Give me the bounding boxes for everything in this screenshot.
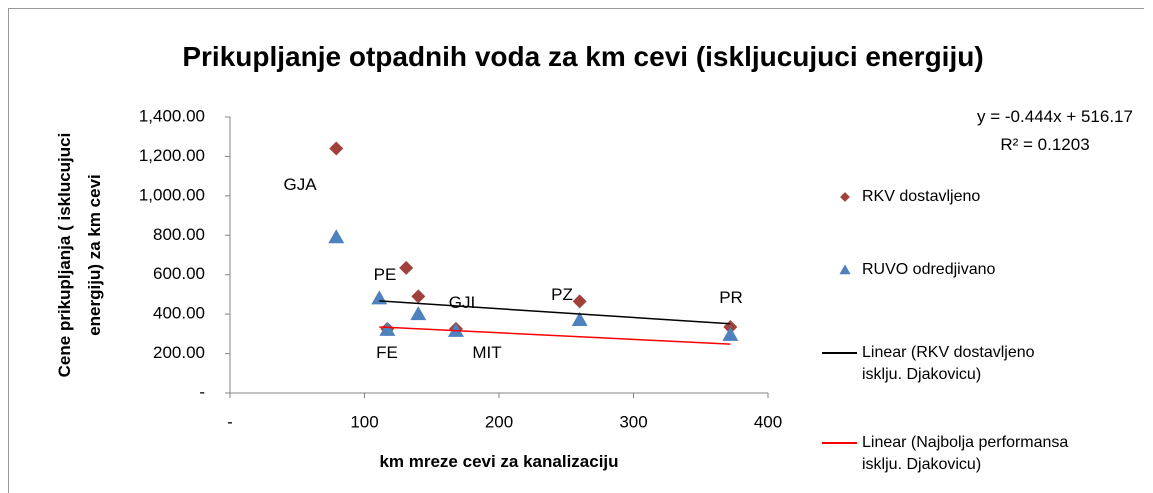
y-tick-label: 600.00	[153, 264, 205, 283]
point-label: FE	[376, 343, 398, 362]
point-label: PZ	[551, 285, 573, 304]
diamond-point	[572, 294, 587, 309]
y-axis-title: Cene prikupljanja ( isklucujuci energiju…	[55, 132, 104, 378]
diamond-point	[399, 260, 414, 275]
triangle-point	[371, 290, 388, 305]
legend-label: RUVO odredjivano	[862, 261, 996, 278]
x-tick-label: 100	[350, 412, 378, 431]
r-squared: R² = 0.1203	[1000, 135, 1090, 154]
y-tick-label: 1,400.00	[139, 106, 205, 125]
triangle-point	[722, 326, 739, 341]
triangle-point	[447, 322, 464, 337]
legend-swatch	[839, 264, 851, 275]
triangle-point	[379, 321, 396, 336]
y-tick-label: 1,200.00	[139, 146, 205, 165]
diamond-point	[329, 141, 344, 156]
point-label: PR	[719, 288, 743, 307]
y-tick-label: 400.00	[153, 304, 205, 323]
legend-label: RKV dostavljeno	[862, 188, 981, 205]
x-tick-label: -	[227, 412, 233, 431]
diamond-point	[411, 289, 426, 304]
triangle-point	[328, 229, 345, 244]
y-tick-label: -	[199, 382, 205, 401]
trend-equation: y = -0.444x + 516.17	[977, 107, 1133, 126]
y-tick-label: 200.00	[153, 343, 205, 362]
point-label: PE	[373, 265, 397, 284]
point-label: MIT	[472, 343, 502, 362]
legend-swatch	[840, 192, 850, 202]
legend-label: Linear (RKV dostavljeno isklju. Djakovic…	[862, 344, 1035, 383]
chart-frame	[8, 8, 1144, 493]
x-tick-label: 400	[754, 412, 782, 431]
trend-line	[379, 300, 731, 325]
triangle-point	[571, 312, 588, 327]
y-tick-label: 1,000.00	[139, 185, 205, 204]
x-axis-title: km mreze cevi za kanalizaciju	[379, 452, 619, 471]
point-label: GJI	[448, 293, 476, 312]
y-tick-label: 800.00	[153, 225, 205, 244]
triangle-point	[410, 306, 427, 321]
x-tick-label: 300	[619, 412, 647, 431]
point-label: GJA	[283, 175, 317, 194]
trend-line	[379, 326, 731, 345]
x-tick-label: 200	[485, 412, 513, 431]
chart-title: Prikupljanje otpadnih voda za km cevi (i…	[182, 41, 984, 72]
legend-label: Linear (Najbolja performansa isklju. Dja…	[862, 434, 1069, 473]
